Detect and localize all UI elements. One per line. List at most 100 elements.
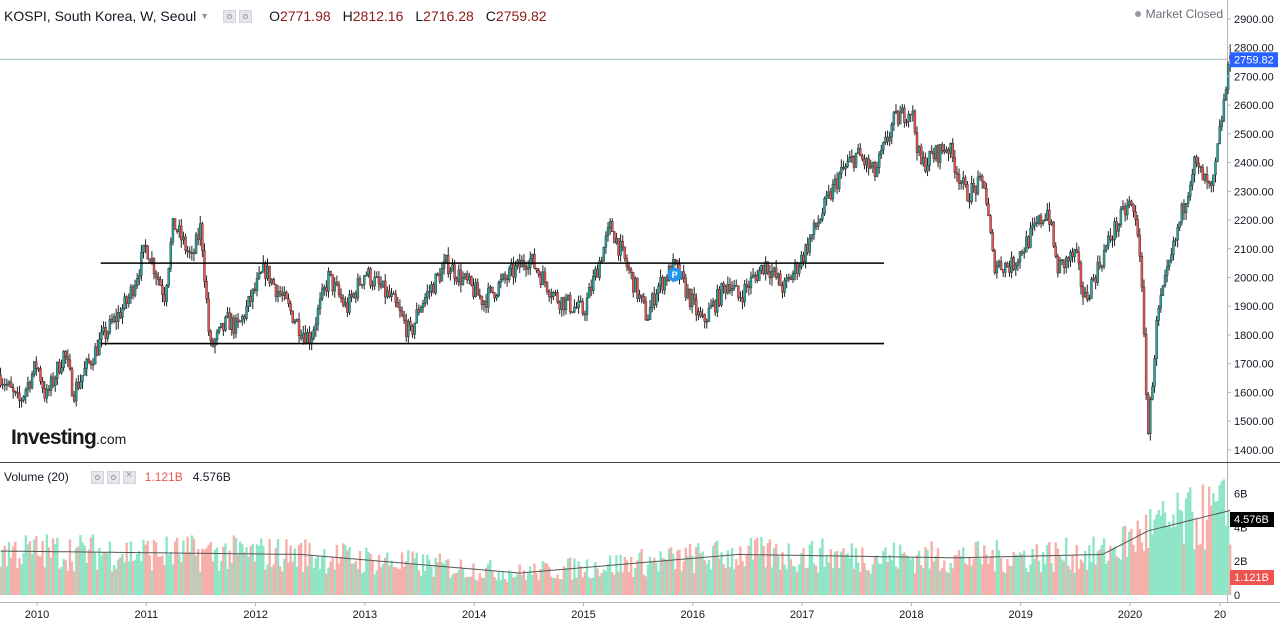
volume-bar <box>1201 484 1205 595</box>
candle-body <box>186 250 189 252</box>
volume-bar <box>35 536 38 595</box>
candle-body <box>43 388 46 399</box>
volume-bar <box>58 568 61 595</box>
candle-body <box>1044 219 1047 221</box>
candle-body <box>505 278 509 281</box>
volume-bar <box>112 565 116 595</box>
volume-value-current: 1.121B <box>144 470 183 484</box>
candle-body <box>558 301 561 310</box>
candle-body <box>37 368 40 370</box>
volume-bar <box>545 563 549 595</box>
candle-body <box>138 275 141 279</box>
candle-body <box>245 306 248 319</box>
candle-body <box>987 203 990 217</box>
volume-bar <box>592 577 595 595</box>
candle-body <box>444 254 448 262</box>
candle-body <box>741 297 744 303</box>
candle-body <box>753 274 757 277</box>
candle-body <box>75 382 78 402</box>
eye-icon[interactable] <box>223 9 237 23</box>
candle-body <box>367 268 370 276</box>
volume-bar <box>922 568 925 595</box>
symbol-title[interactable]: KOSPI, South Korea, W, Seoul <box>4 8 197 24</box>
candle-body <box>335 281 339 285</box>
volume-bar <box>728 567 732 595</box>
volume-bar <box>312 567 315 595</box>
volume-bar <box>444 560 448 595</box>
volume-bar <box>541 561 545 595</box>
volume-bar <box>777 555 780 595</box>
candle-body <box>157 277 160 280</box>
volume-bar <box>455 572 458 595</box>
volume-bar <box>30 553 34 595</box>
candle-body <box>1163 275 1167 287</box>
volume-bar <box>840 551 843 595</box>
volume-bar <box>909 559 912 595</box>
candle-body <box>814 222 818 227</box>
candle-body <box>503 274 507 280</box>
candle-body <box>350 294 353 298</box>
volume-bar <box>905 555 908 595</box>
volume-bar <box>251 544 254 595</box>
volume-bar <box>1046 545 1049 595</box>
volume-bar <box>182 540 185 595</box>
candle-body <box>646 319 650 321</box>
candle-body <box>184 236 187 251</box>
gear-icon[interactable] <box>106 470 120 484</box>
candle-body <box>533 253 536 269</box>
eye-icon[interactable] <box>90 470 104 484</box>
chevron-down-icon[interactable]: ▼ <box>200 11 210 21</box>
candle-body <box>1077 251 1081 264</box>
volume-bar <box>1119 559 1123 595</box>
volume-bar <box>503 579 507 595</box>
candle-body <box>285 291 288 299</box>
candle-body <box>1226 64 1230 90</box>
volume-bar <box>741 561 744 595</box>
volume-bar <box>405 561 408 595</box>
gear-icon[interactable] <box>239 9 253 23</box>
candle-body <box>783 280 786 293</box>
candle-body <box>949 143 952 154</box>
candle-body <box>478 294 482 297</box>
volume-bar <box>18 558 21 595</box>
volume-bar <box>791 565 795 595</box>
candle-body <box>1029 227 1032 248</box>
volume-bar <box>1044 564 1047 595</box>
candle-body <box>1136 219 1139 236</box>
volume-bar <box>989 556 992 595</box>
volume-bar <box>1077 569 1081 595</box>
candle-body <box>495 295 498 299</box>
market-status: Market Closed <box>1134 7 1223 21</box>
support-resistance-lines: P <box>0 58 1227 345</box>
candle-body <box>1214 160 1217 176</box>
candle-body <box>1134 211 1137 220</box>
volume-bar <box>722 564 725 595</box>
volume-bar <box>737 564 740 595</box>
volume-bar <box>911 557 915 595</box>
candle-body <box>735 285 738 287</box>
candle-body <box>14 391 17 393</box>
candle-body <box>686 288 690 298</box>
time-tick-label: 20 <box>1214 609 1226 621</box>
candle-body <box>835 178 839 189</box>
volume-bar <box>165 536 168 595</box>
volume-bar <box>291 561 294 595</box>
candle-body <box>228 312 231 330</box>
candle-body <box>1088 298 1091 300</box>
volume-bar <box>392 567 395 595</box>
volume-bar <box>333 569 336 595</box>
marker-p-label: P <box>672 270 678 280</box>
volume-bar <box>348 547 351 595</box>
candle-body <box>861 155 864 160</box>
candle-body <box>266 265 269 279</box>
volume-bar <box>604 570 608 595</box>
price-tick-label: 2900.00 <box>1234 14 1274 26</box>
volume-bar <box>667 548 671 595</box>
candle-body <box>1224 89 1228 101</box>
volume-bar <box>1023 550 1026 595</box>
volume-bar <box>373 574 376 595</box>
close-icon[interactable] <box>122 469 136 484</box>
volume-bar <box>629 556 633 595</box>
volume-bar <box>302 571 305 595</box>
candle-body <box>472 284 475 297</box>
